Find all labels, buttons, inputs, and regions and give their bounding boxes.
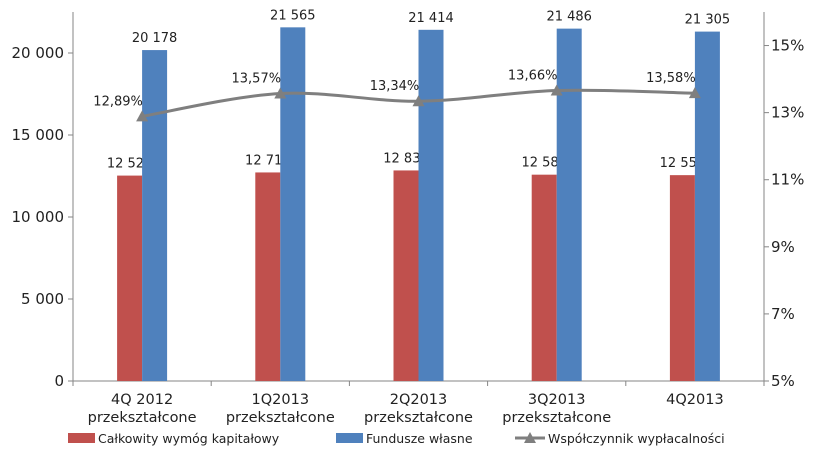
- right-axis-tick-label: 7%: [771, 305, 795, 323]
- bar-capital-requirement: [255, 172, 281, 381]
- left-axis-tick-label: 0: [54, 372, 64, 390]
- right-axis-tick-label: 5%: [771, 372, 795, 390]
- solvency-ratio-marker: [550, 84, 563, 96]
- legend-label: Całkowity wymóg kapitałowy: [98, 431, 280, 446]
- left-axis-tick-label: 20 000: [12, 44, 65, 62]
- x-axis-category-label: 2Q2013: [390, 392, 448, 408]
- x-axis-category-label: przekształcone: [226, 410, 335, 426]
- data-label-own-funds: 21 486: [546, 10, 592, 25]
- right-axis-tick-label: 11%: [771, 171, 804, 189]
- data-label-solvency-ratio: 13,34%: [370, 79, 420, 94]
- solvency-ratio-marker: [688, 87, 701, 99]
- bar-capital-requirement: [531, 174, 557, 381]
- data-label-own-funds: 21 565: [270, 8, 316, 23]
- data-label-capital-requirement: 12 552: [660, 156, 706, 171]
- bar-capital-requirement: [393, 170, 419, 381]
- left-axis-tick-label: 15 000: [12, 126, 65, 144]
- legend-swatch: [336, 433, 363, 443]
- x-axis-category-label: 3Q2013: [528, 392, 586, 408]
- x-axis-category-label: 4Q 2012: [111, 392, 173, 408]
- x-axis-category-label: przekształcone: [502, 410, 611, 426]
- x-axis-category-label: 1Q2013: [252, 392, 310, 408]
- data-label-solvency-ratio: 13,58%: [646, 71, 696, 86]
- data-label-own-funds: 21 414: [408, 11, 454, 26]
- data-label-capital-requirement: 12 581: [521, 156, 567, 171]
- bar-own-funds: [694, 31, 720, 382]
- right-axis-tick-label: 15%: [771, 37, 804, 55]
- bar-own-funds: [556, 28, 582, 381]
- solvency-ratio-marker: [412, 95, 425, 107]
- data-label-capital-requirement: 12 839: [383, 151, 429, 166]
- solvency-ratio-marker: [136, 110, 149, 122]
- bar-own-funds: [418, 29, 444, 382]
- bar-capital-requirement: [117, 175, 143, 381]
- bar-capital-requirement: [669, 175, 695, 381]
- data-label-capital-requirement: 12 717: [245, 153, 291, 168]
- right-axis-tick-label: 13%: [771, 104, 804, 122]
- data-label-solvency-ratio: 13,57%: [232, 72, 282, 87]
- x-axis-category-label: przekształcone: [88, 410, 197, 426]
- data-label-solvency-ratio: 13,66%: [508, 68, 558, 83]
- left-axis-tick-label: 10 000: [12, 208, 65, 226]
- legend-label: Fundusze własne: [366, 431, 473, 446]
- data-label-capital-requirement: 12 525: [107, 157, 153, 172]
- data-label-own-funds: 20 178: [132, 31, 178, 46]
- left-axis-tick-label: 5 000: [21, 290, 64, 308]
- solvency-ratio-marker: [274, 87, 287, 99]
- bar-own-funds: [280, 27, 306, 382]
- x-axis-category-label: przekształcone: [364, 410, 473, 426]
- right-axis-tick-label: 9%: [771, 238, 795, 256]
- data-label-own-funds: 21 305: [685, 13, 731, 28]
- x-axis-category-label: 4Q2013: [666, 392, 724, 408]
- legend-marker: [524, 432, 536, 443]
- bar-own-funds: [142, 50, 168, 381]
- legend-swatch: [68, 433, 95, 443]
- legend-label: Współczynnik wypłacalności: [548, 431, 725, 446]
- data-label-solvency-ratio: 12,89%: [93, 94, 143, 109]
